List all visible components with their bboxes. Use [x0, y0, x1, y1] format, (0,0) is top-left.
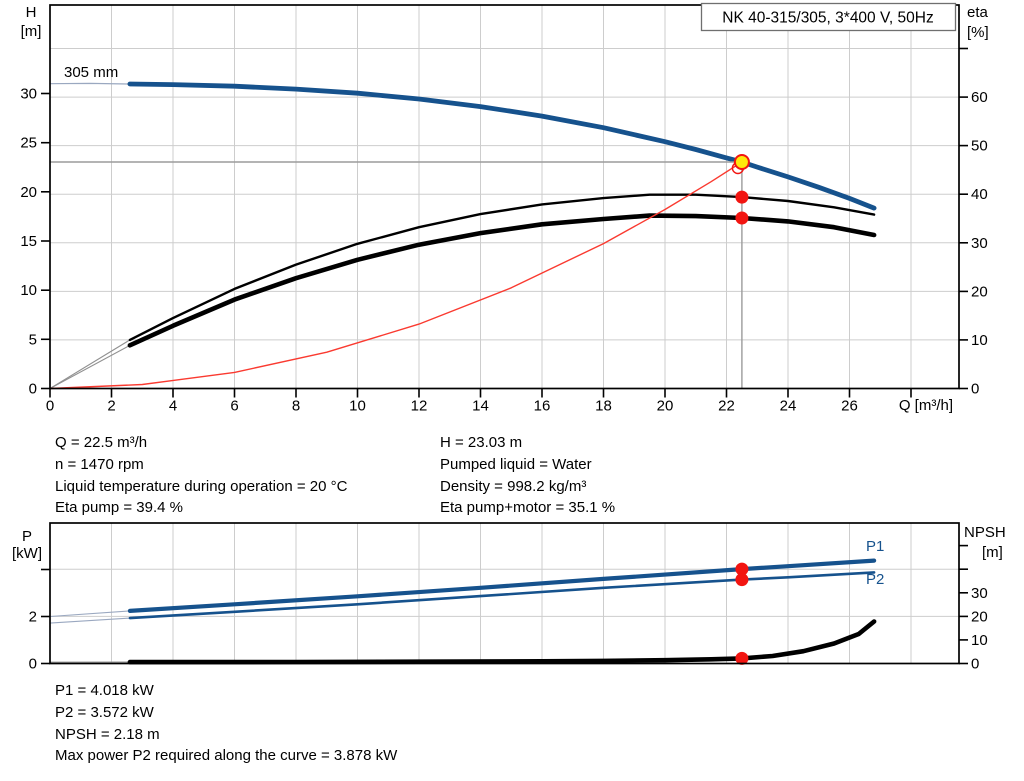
duty-info-left: Q = 22.5 m³/h n = 1470 rpm Liquid temper…: [55, 432, 347, 519]
series-eta-pump-motor: [127, 213, 877, 348]
info-line-density: Density = 998.2 kg/m³: [440, 477, 587, 495]
h-axis-label: H: [26, 4, 37, 21]
series-h-curve-extension: [49, 82, 131, 85]
svg-text:30: 30: [971, 235, 988, 252]
series-p2: [128, 571, 876, 620]
curve-value-dot: [735, 562, 749, 576]
svg-text:0: 0: [46, 398, 54, 415]
svg-text:10: 10: [971, 632, 988, 649]
power-duty-markers: [735, 562, 749, 665]
duty-point-marker: [733, 154, 750, 170]
p-axis-unit: [kW]: [12, 545, 42, 562]
series-system-curve: [49, 161, 743, 390]
svg-text:24: 24: [780, 398, 797, 415]
power-ticks: [41, 544, 968, 665]
series-p2-extension: [49, 617, 131, 624]
svg-text:14: 14: [472, 398, 489, 415]
svg-text:50: 50: [971, 138, 988, 155]
npsh-axis-label: NPSH: [964, 524, 1006, 541]
svg-text:18: 18: [595, 398, 612, 415]
curve-value-dot: [735, 211, 749, 225]
series-eta-pump: [128, 193, 876, 342]
q-axis-label: Q [m³/h]: [899, 397, 953, 414]
svg-text:30: 30: [20, 86, 37, 103]
series-p1-extension: [49, 610, 131, 618]
pump-title: NK 40-315/305, 3*400 V, 50Hz: [722, 10, 933, 27]
info-line-n: n = 1470 rpm: [55, 455, 144, 473]
series-h-curve-305mm: [127, 81, 877, 211]
svg-text:10: 10: [971, 332, 988, 349]
svg-text:20: 20: [971, 283, 988, 300]
svg-text:25: 25: [20, 135, 37, 152]
curve-value-dot: [735, 573, 749, 587]
svg-text:6: 6: [230, 398, 238, 415]
svg-text:0: 0: [971, 656, 979, 673]
info-line-liquid: Pumped liquid = Water: [440, 455, 592, 473]
svg-text:0: 0: [29, 381, 37, 398]
info-line-p2: P2 = 3.572 kW: [55, 703, 154, 721]
info-line-temperature: Liquid temperature during operation = 20…: [55, 477, 348, 495]
power-gridlines: [50, 523, 959, 664]
svg-text:0: 0: [971, 381, 979, 398]
series-npsh: [127, 619, 877, 665]
h-axis-unit: [m]: [21, 23, 42, 40]
series-eta-pump-extension: [49, 339, 131, 390]
chart-labels: H [m] eta [%] Q [m³/h] 305 mm NK 40-315/…: [12, 2, 1006, 588]
svg-text:12: 12: [411, 398, 428, 415]
curve-value-dot: [735, 190, 749, 204]
info-line-max-power: Max power P2 required along the curve = …: [55, 747, 398, 765]
svg-text:60: 60: [971, 89, 988, 106]
p-axis-label: P: [22, 528, 32, 545]
head-duty-markers: [50, 154, 750, 389]
svg-text:20: 20: [657, 398, 674, 415]
p2-curve-label: P2: [866, 571, 884, 588]
pump-title-box: [700, 2, 957, 32]
info-line-npsh: NPSH = 2.18 m: [55, 725, 160, 743]
info-line-h: H = 23.03 m: [440, 434, 523, 451]
svg-text:40: 40: [971, 186, 988, 203]
eta-axis-unit: [%]: [967, 24, 989, 41]
svg-text:15: 15: [20, 233, 37, 250]
npsh-axis-unit: [m]: [982, 544, 1003, 561]
svg-text:26: 26: [841, 398, 858, 415]
info-line-p1: P1 = 4.018 kW: [55, 682, 154, 699]
series-p1: [127, 558, 877, 614]
info-line-eta-pump-motor: Eta pump+motor = 35.1 %: [440, 499, 616, 517]
power-info: P1 = 4.018 kW P2 = 3.572 kW NPSH = 2.18 …: [55, 680, 397, 767]
info-line-q: Q = 22.5 m³/h: [55, 434, 148, 451]
series-eta-pump-motor-extension: [49, 344, 131, 390]
p1-curve-label: P1: [866, 538, 884, 555]
svg-text:2: 2: [107, 398, 115, 415]
head-ticks: [41, 47, 968, 398]
svg-text:4: 4: [169, 398, 177, 415]
svg-text:16: 16: [534, 398, 551, 415]
svg-text:30: 30: [971, 585, 988, 602]
svg-text:2: 2: [29, 609, 37, 626]
svg-text:20: 20: [971, 608, 988, 625]
duty-info-right: H = 23.03 m Pumped liquid = Water Densit…: [440, 432, 615, 519]
head-frame: [49, 4, 960, 390]
svg-text:0: 0: [29, 656, 37, 673]
eta-axis-label: eta: [967, 4, 989, 21]
curve-value-dot: [735, 651, 749, 665]
head-gridlines: [50, 5, 959, 389]
svg-text:5: 5: [29, 331, 37, 348]
info-line-eta-pump: Eta pump = 39.4 %: [55, 499, 183, 517]
impeller-diameter-label: 305 mm: [64, 64, 118, 81]
svg-text:10: 10: [349, 398, 366, 415]
svg-text:10: 10: [20, 282, 37, 299]
svg-text:8: 8: [292, 398, 300, 415]
svg-text:22: 22: [718, 398, 735, 415]
svg-text:20: 20: [20, 184, 37, 201]
